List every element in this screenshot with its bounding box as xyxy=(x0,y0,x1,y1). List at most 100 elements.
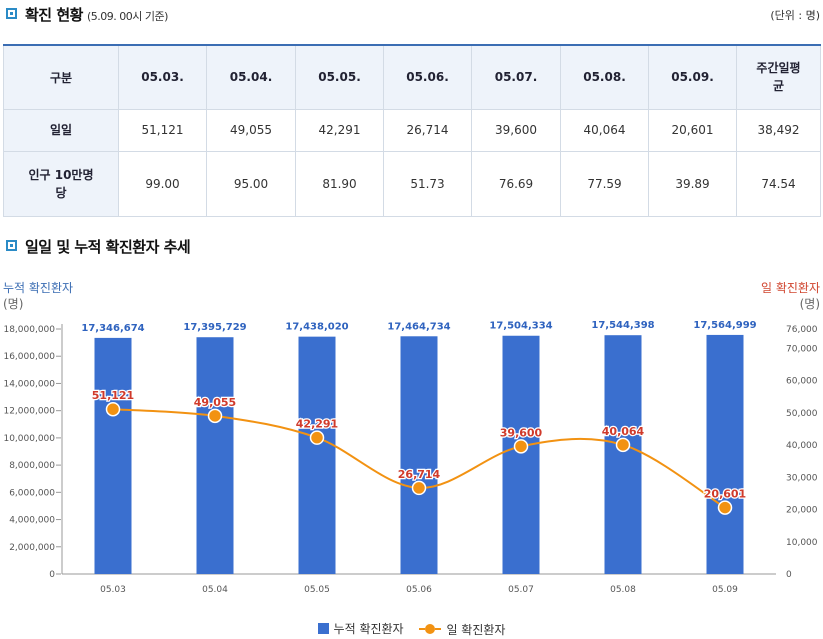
legend-line-swatch xyxy=(419,624,442,634)
table-cell: 51,121 xyxy=(118,108,207,152)
trend-chart: 누적 확진환자 (명) 일 확진환자 (명) 0 2,000,000 4,000,000 6,… xyxy=(3,281,820,595)
status-section-title: 확진 현황 (5.09. 00시 기준) xyxy=(25,4,168,25)
left-axis-title: 누적 확진환자 xyxy=(3,281,73,295)
x-tick-label: 05.04 xyxy=(202,585,228,595)
bar-cumulative xyxy=(94,337,132,574)
legend-label: 일 확진환자 xyxy=(446,622,506,637)
daily-point xyxy=(207,408,223,424)
row-label-line2: 당 xyxy=(55,185,67,200)
x-tick-label: 05.07 xyxy=(508,585,534,595)
daily-value-label: 39,600 xyxy=(500,426,543,439)
right-tick-label: 10,000 xyxy=(786,538,818,548)
status-table: 구분 05.03. 05.04. 05.05. 05.06. 05.07. 05… xyxy=(3,44,821,217)
header-date: 05.08. xyxy=(560,44,649,110)
status-subtitle: (5.09. 00시 기준) xyxy=(86,10,168,23)
header-date: 05.04. xyxy=(206,44,296,110)
daily-point xyxy=(717,500,733,515)
right-tick-label: 30,000 xyxy=(786,473,818,483)
daily-point xyxy=(615,437,631,453)
table-cell: 40,064 xyxy=(560,108,649,152)
legend-item-daily[interactable]: 일 확진환자 xyxy=(419,621,505,638)
right-axis-title: 일 확진환자 xyxy=(761,281,820,295)
left-tick-label: 6,000,000 xyxy=(9,488,55,498)
table-cell: 26,714 xyxy=(383,108,472,152)
daily-value-label: 20,601 xyxy=(704,488,746,501)
daily-point xyxy=(105,401,121,417)
section-bullet-icon xyxy=(6,240,17,251)
bar-value-label: 17,395,729 xyxy=(183,322,246,333)
right-tick-label: 70,000 xyxy=(786,344,818,354)
table-cell: 39.89 xyxy=(648,150,737,217)
unit-label: (단위 : 명) xyxy=(770,9,820,22)
table-row: 일일 51,121 49,055 42,291 26,714 39,600 40… xyxy=(3,108,821,152)
table-row: 인구 10만명 당 99.00 95.00 81.90 51.73 76.69 7… xyxy=(3,150,821,217)
bar-cumulative xyxy=(196,337,234,574)
right-tick-label: 76,000 xyxy=(786,325,818,335)
legend-label: 누적 확진환자 xyxy=(333,622,404,636)
table-cell: 38,492 xyxy=(736,108,821,152)
bar-value-label: 17,564,999 xyxy=(693,320,756,331)
table-cell: 99.00 xyxy=(118,150,207,217)
left-tick-label: 12,000,000 xyxy=(3,407,55,417)
daily-point xyxy=(309,430,325,445)
left-tick-label: 18,000,000 xyxy=(3,325,55,335)
legend-item-cumulative[interactable]: 누적 확진환자 xyxy=(317,620,404,637)
daily-point xyxy=(513,439,529,454)
header-corner: 구분 xyxy=(3,44,119,110)
right-tick-label: 40,000 xyxy=(786,441,818,451)
trend-section-title: 일일 및 누적 확진환자 추세 xyxy=(25,238,191,256)
x-tick-label: 05.05 xyxy=(304,585,330,595)
right-axis-unit: (명) xyxy=(800,297,820,311)
right-tick-label: 0 xyxy=(786,570,792,580)
daily-value-label: 51,121 xyxy=(92,389,134,402)
row-label-daily: 일일 xyxy=(3,108,119,152)
x-tick-label: 05.09 xyxy=(712,585,738,595)
bar-value-label: 17,504,334 xyxy=(489,321,552,332)
header-date: 05.05. xyxy=(295,44,384,110)
table-header-row: 구분 05.03. 05.04. 05.05. 05.06. 05.07. 05… xyxy=(3,44,821,110)
daily-value-label: 40,064 xyxy=(602,425,645,438)
table-cell: 77.59 xyxy=(560,150,649,217)
left-tick-label: 10,000,000 xyxy=(3,434,55,444)
right-tick-label: 20,000 xyxy=(786,506,818,516)
left-tick-label: 4,000,000 xyxy=(9,516,55,526)
left-tick-label: 16,000,000 xyxy=(3,352,55,362)
bar-value-label: 17,346,674 xyxy=(81,323,144,334)
legend-bar-swatch xyxy=(317,623,329,634)
bar-value-label: 17,464,734 xyxy=(387,321,450,332)
right-tick-label: 60,000 xyxy=(786,377,818,387)
chart-legend: 누적 확진환자 일 확진환자 xyxy=(0,620,823,638)
x-tick-label: 05.06 xyxy=(406,585,432,595)
daily-point xyxy=(411,480,427,496)
header-weekly-line1: 주간일평 xyxy=(756,61,801,76)
bar-value-label: 17,438,020 xyxy=(285,322,348,333)
daily-value-label: 49,055 xyxy=(194,396,236,409)
header-weekly-line2: 균 xyxy=(772,79,785,94)
left-tick-label: 2,000,000 xyxy=(9,543,55,553)
header-date: 05.09. xyxy=(648,44,737,110)
row-label-per-100k: 인구 10만명 당 xyxy=(3,150,119,217)
header-date: 05.06. xyxy=(383,44,472,110)
section-bullet-icon xyxy=(6,8,17,19)
left-axis-unit: (명) xyxy=(3,297,23,311)
left-tick-label: 8,000,000 xyxy=(9,461,55,471)
right-tick-label: 50,000 xyxy=(786,409,818,419)
table-cell: 95.00 xyxy=(206,150,296,217)
table-cell: 51.73 xyxy=(383,150,472,217)
table-cell: 74.54 xyxy=(736,150,821,217)
x-tick-label: 05.08 xyxy=(610,585,636,595)
bar-cumulative xyxy=(604,335,642,574)
table-cell: 49,055 xyxy=(206,108,296,152)
daily-value-label: 42,291 xyxy=(296,418,338,431)
bar-value-label: 17,544,398 xyxy=(591,320,654,331)
left-tick-label: 0 xyxy=(49,570,55,580)
table-cell: 20,601 xyxy=(648,108,737,152)
header-date: 05.07. xyxy=(471,44,561,110)
left-tick-label: 14,000,000 xyxy=(3,379,55,389)
bar-cumulative xyxy=(502,335,540,574)
header-date: 05.03. xyxy=(118,44,207,110)
bar-cumulative xyxy=(298,336,336,574)
table-cell: 81.90 xyxy=(295,150,384,217)
status-title: 확진 현황 xyxy=(25,6,83,24)
